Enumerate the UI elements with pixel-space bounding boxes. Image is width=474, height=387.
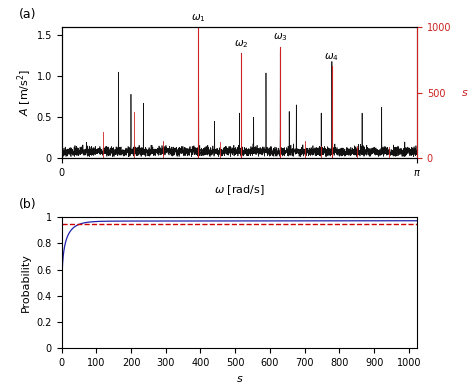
Text: (b): (b) [19,198,36,211]
X-axis label: $\omega$ [rad/s]: $\omega$ [rad/s] [214,183,264,197]
Y-axis label: Probability: Probability [21,253,31,312]
Text: $\omega_4$: $\omega_4$ [324,51,339,63]
Text: $\omega_2$: $\omega_2$ [234,38,248,50]
Text: (a): (a) [19,7,36,21]
X-axis label: $s$: $s$ [236,373,243,384]
Y-axis label: $A$ [m/s$^2$]: $A$ [m/s$^2$] [15,69,34,116]
Text: $\omega_1$: $\omega_1$ [191,12,206,24]
Y-axis label: $s$: $s$ [462,87,469,98]
Text: $\omega_3$: $\omega_3$ [273,32,288,43]
